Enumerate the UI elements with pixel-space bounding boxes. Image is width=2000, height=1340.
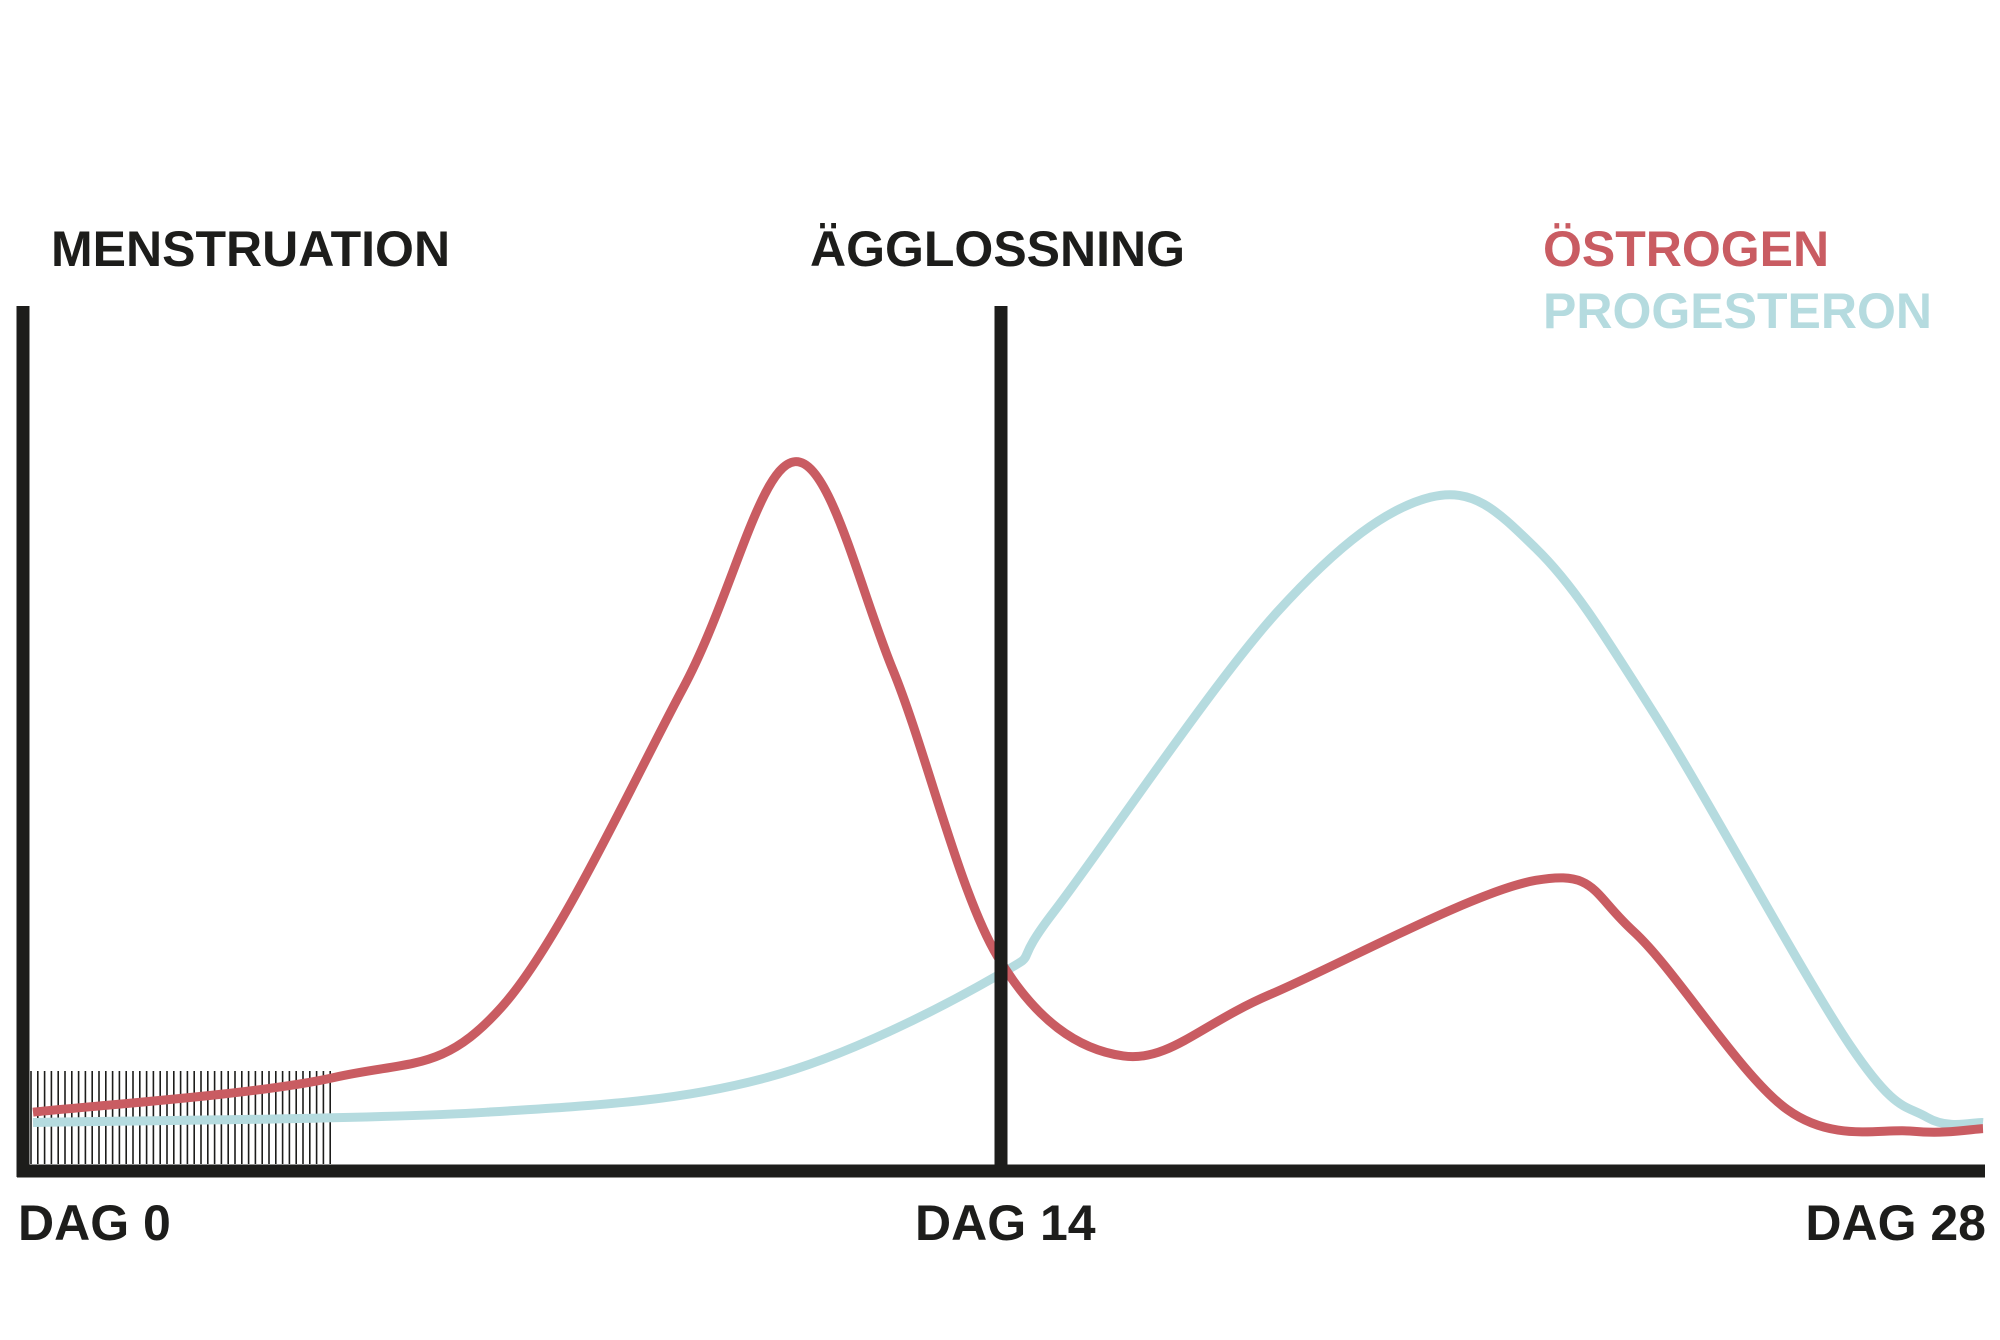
progesterone-line <box>32 490 1984 1129</box>
estrogen-line <box>32 457 1984 1137</box>
legend-estrogen: ÖSTROGEN <box>1543 221 1829 277</box>
x-tick-label-day-14: DAG 14 <box>915 1195 1096 1251</box>
x-tick-label-day-0: DAG 0 <box>18 1195 171 1251</box>
ovulation-label: ÄGGLOSSNING <box>810 221 1185 277</box>
menstruation-label: MENSTRUATION <box>51 221 450 277</box>
x-tick-label-day-28: DAG 28 <box>1805 1195 1986 1251</box>
legend-progesterone: PROGESTERON <box>1543 283 1932 339</box>
